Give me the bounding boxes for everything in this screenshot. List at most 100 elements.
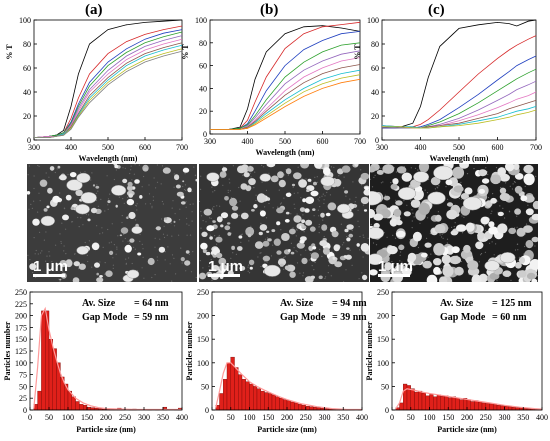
sem-speck	[430, 253, 432, 255]
sem-speck	[159, 238, 161, 240]
sem-speck	[192, 251, 194, 253]
y-tick-label: 0	[203, 130, 207, 139]
sem-speck	[169, 263, 171, 265]
x-tick-label: 200	[100, 413, 112, 422]
sem-particle	[331, 230, 339, 238]
sem-speck	[345, 195, 347, 197]
y-tick-label: 50	[19, 382, 27, 391]
y-tick-label: 0	[205, 406, 209, 415]
gap-mode-value: = 60 nm	[492, 312, 527, 323]
sem-particle	[205, 251, 211, 256]
sem-speck	[406, 204, 408, 206]
sem-speck	[305, 178, 307, 180]
sem-particle	[201, 231, 208, 237]
sem-speck	[35, 249, 37, 252]
sem-speck	[302, 275, 304, 277]
y-tick-label: 100	[195, 16, 207, 25]
sem-speck	[502, 207, 504, 209]
sem-speck	[239, 200, 241, 202]
sem-particle	[158, 246, 166, 253]
sem-speck	[95, 199, 98, 202]
sem-speck	[463, 216, 465, 218]
x-tick-label: 300	[138, 413, 150, 422]
sem-speck	[399, 260, 401, 262]
sem-speck	[458, 197, 460, 200]
sem-speck	[417, 246, 419, 249]
sem-speck	[278, 189, 280, 191]
histogram-bar	[256, 388, 261, 411]
sem-particle	[240, 212, 249, 220]
sem-speck	[394, 237, 397, 239]
sem-speck	[327, 272, 329, 274]
histogram-bar	[433, 396, 438, 411]
sem-speck	[484, 225, 486, 227]
sem-particle	[389, 218, 398, 227]
x-tick-label: 150	[442, 413, 454, 422]
sem-speck	[139, 233, 141, 236]
sem-image-b: 1 μm	[199, 164, 369, 282]
sem-image-a: 1 μm	[27, 164, 197, 282]
sem-speck	[460, 260, 462, 263]
sem-speck	[111, 223, 113, 225]
x-tick-label: 500	[102, 143, 114, 152]
sem-particle	[284, 219, 290, 223]
sem-particle	[393, 208, 402, 217]
sem-particle	[281, 233, 290, 241]
sem-speck	[113, 244, 115, 246]
sem-particle	[313, 181, 317, 186]
sem-speck	[155, 187, 157, 189]
sem-particle	[290, 251, 295, 255]
sem-speck	[514, 249, 517, 251]
y-tick-label: 200	[377, 312, 389, 321]
sem-speck	[442, 237, 444, 239]
sem-speck	[218, 234, 220, 237]
sem-speck	[485, 167, 487, 169]
sem-speck	[393, 167, 395, 169]
sem-speck	[104, 262, 106, 264]
sem-particle	[433, 266, 441, 275]
sem-particle	[202, 248, 207, 254]
series-line-6	[381, 91, 537, 129]
sem-particle	[277, 171, 284, 179]
x-tick-label: 50	[45, 413, 53, 422]
sem-particle	[200, 242, 208, 250]
sem-speck	[167, 246, 169, 248]
sem-particle	[78, 263, 86, 270]
x-tick-label: 300	[28, 143, 40, 152]
y-tick-label: 100	[367, 16, 379, 25]
sem-speck	[313, 269, 315, 271]
sem-particle	[296, 242, 305, 249]
sem-speck	[516, 243, 518, 245]
sem-speck	[280, 202, 282, 204]
sem-particle	[513, 164, 520, 170]
sem-speck	[380, 167, 382, 169]
y-axis-label: Particles number	[185, 321, 194, 380]
sem-particle	[300, 164, 310, 169]
sem-speck	[206, 249, 208, 251]
sem-speck	[143, 277, 145, 279]
sem-particle	[302, 198, 306, 203]
sem-speck	[484, 229, 487, 231]
sem-particle	[532, 200, 538, 210]
sem-speck	[319, 206, 321, 208]
x-tick-label: 0	[390, 413, 394, 422]
sem-particle	[262, 255, 271, 262]
histogram-bar	[425, 395, 430, 411]
sem-speck	[300, 254, 302, 256]
sem-speck	[37, 211, 39, 213]
sem-particle	[463, 244, 471, 253]
sem-particle	[455, 224, 467, 232]
sem-speck	[367, 237, 369, 239]
sem-particle-large	[75, 204, 90, 215]
sem-particle	[346, 224, 354, 230]
sem-particle	[390, 183, 398, 190]
sem-particle	[446, 202, 454, 207]
sem-particle	[87, 218, 91, 222]
avg-size-value: = 94 nm	[332, 298, 367, 309]
sem-speck	[410, 199, 412, 201]
sem-particle	[185, 250, 190, 254]
sem-particle	[439, 276, 448, 282]
sem-particle	[293, 172, 302, 180]
sem-particle	[306, 189, 310, 192]
sem-particle-large	[427, 191, 446, 205]
